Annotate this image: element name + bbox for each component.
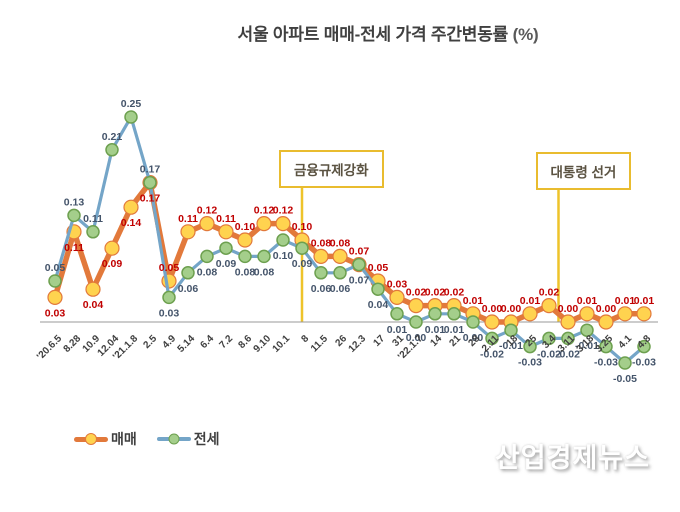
svg-text:0.06: 0.06 xyxy=(178,283,199,295)
svg-text:-0.02: -0.02 xyxy=(537,348,561,360)
svg-text:-0.01: -0.01 xyxy=(575,340,599,352)
svg-text:0.06: 0.06 xyxy=(330,283,351,295)
svg-text:0.02: 0.02 xyxy=(539,287,560,299)
sale-marker-icon xyxy=(85,433,97,445)
svg-text:0.17: 0.17 xyxy=(140,193,161,205)
svg-text:0.01: 0.01 xyxy=(463,295,484,307)
svg-text:-0.01: -0.01 xyxy=(499,340,523,352)
svg-text:0.17: 0.17 xyxy=(140,164,161,176)
chart-legend: 매매 전세 xyxy=(74,429,220,449)
svg-text:-0.05: -0.05 xyxy=(613,373,637,385)
chart-title-unit: (%) xyxy=(512,25,539,44)
svg-text:0.11: 0.11 xyxy=(83,213,103,225)
svg-text:0.21: 0.21 xyxy=(102,131,123,143)
svg-text:6.4: 6.4 xyxy=(199,333,217,351)
annotation-financial-regulation: 금융규제강화 xyxy=(279,150,384,188)
svg-text:0.11: 0.11 xyxy=(64,242,84,254)
legend-label-sale: 매매 xyxy=(111,431,137,447)
svg-text:0.03: 0.03 xyxy=(159,307,180,319)
svg-text:0.01: 0.01 xyxy=(444,324,465,336)
svg-text:0.08: 0.08 xyxy=(197,266,218,278)
svg-text:0.09: 0.09 xyxy=(102,258,123,270)
svg-text:-0.03: -0.03 xyxy=(518,357,542,369)
legend-item-jeonse: 전세 xyxy=(156,429,220,449)
svg-text:0.00: 0.00 xyxy=(501,303,522,315)
svg-text:7.2: 7.2 xyxy=(218,333,236,351)
svg-text:4.1: 4.1 xyxy=(617,333,635,351)
svg-text:0.07: 0.07 xyxy=(349,246,370,258)
svg-text:0.08: 0.08 xyxy=(330,237,351,249)
svg-text:0.02: 0.02 xyxy=(406,287,427,299)
svg-text:0.05: 0.05 xyxy=(45,262,66,274)
watermark: 산업경제뉴스 xyxy=(494,443,650,473)
svg-text:0.08: 0.08 xyxy=(254,266,275,278)
svg-text:0.02: 0.02 xyxy=(444,287,465,299)
svg-text:0.10: 0.10 xyxy=(292,221,313,233)
svg-text:0.14: 0.14 xyxy=(121,217,142,229)
svg-text:0.12: 0.12 xyxy=(273,205,294,217)
svg-text:0.04: 0.04 xyxy=(83,299,104,311)
svg-text:0.01: 0.01 xyxy=(387,324,408,336)
legend-label-jeonse: 전세 xyxy=(193,431,220,447)
legend-item-sale: 매매 xyxy=(74,429,137,449)
svg-text:0.05: 0.05 xyxy=(368,262,389,274)
svg-text:0.00: 0.00 xyxy=(596,303,617,315)
svg-text:0.01: 0.01 xyxy=(615,295,636,307)
svg-text:0.03: 0.03 xyxy=(45,307,66,319)
svg-text:0.11: 0.11 xyxy=(216,213,236,225)
svg-text:17: 17 xyxy=(371,333,387,349)
svg-text:9.10: 9.10 xyxy=(252,333,274,355)
svg-text:0.03: 0.03 xyxy=(387,278,408,290)
jeonse-line-sample xyxy=(156,433,191,445)
svg-text:2.5: 2.5 xyxy=(142,333,160,351)
svg-text:0.00: 0.00 xyxy=(406,332,427,344)
svg-text:0.01: 0.01 xyxy=(577,295,598,307)
svg-text:0.08: 0.08 xyxy=(235,266,256,278)
svg-text:0.08: 0.08 xyxy=(311,237,332,249)
svg-text:0.02: 0.02 xyxy=(425,287,446,299)
svg-text:0.00: 0.00 xyxy=(558,303,579,315)
svg-text:0.05: 0.05 xyxy=(159,262,180,274)
svg-text:0.00: 0.00 xyxy=(482,303,503,315)
sale-line-sample xyxy=(74,433,108,445)
svg-text:-0.03: -0.03 xyxy=(632,357,656,369)
svg-text:0.10: 0.10 xyxy=(235,221,256,233)
svg-text:0.01: 0.01 xyxy=(425,324,446,336)
annotation-presidential-election: 대통령 선거 xyxy=(535,152,632,190)
svg-text:8: 8 xyxy=(299,333,311,345)
chart-title: 서울 아파트 매매-전세 가격 주간변동률 (%) xyxy=(48,20,680,45)
svg-text:0.10: 0.10 xyxy=(273,250,294,262)
svg-text:-0.02: -0.02 xyxy=(480,348,504,360)
svg-text:0.01: 0.01 xyxy=(634,295,655,307)
svg-text:-0.02: -0.02 xyxy=(556,348,580,360)
svg-text:8.28: 8.28 xyxy=(62,333,84,355)
svg-text:10.1: 10.1 xyxy=(271,333,293,355)
svg-text:0.04: 0.04 xyxy=(368,299,389,311)
svg-text:0.25: 0.25 xyxy=(121,98,142,110)
svg-text:0.09: 0.09 xyxy=(292,258,313,270)
svg-text:0.12: 0.12 xyxy=(197,205,218,217)
jeonse-marker-icon xyxy=(168,433,180,445)
svg-text:0.00: 0.00 xyxy=(463,332,484,344)
svg-text:0.09: 0.09 xyxy=(216,258,237,270)
svg-text:11.5: 11.5 xyxy=(309,333,330,354)
chart-title-text: 서울 아파트 매매-전세 가격 주간변동률 xyxy=(237,25,509,44)
svg-text:0.12: 0.12 xyxy=(254,205,275,217)
svg-text:0.13: 0.13 xyxy=(64,196,85,208)
svg-text:12.3: 12.3 xyxy=(347,333,369,355)
svg-text:'20.6.5: '20.6.5 xyxy=(35,333,64,362)
svg-text:5.14: 5.14 xyxy=(176,333,198,355)
svg-text:0.06: 0.06 xyxy=(311,283,332,295)
svg-text:0.07: 0.07 xyxy=(349,275,370,287)
svg-text:-0.03: -0.03 xyxy=(594,357,618,369)
svg-text:0.01: 0.01 xyxy=(520,295,541,307)
svg-text:0.11: 0.11 xyxy=(178,213,198,225)
